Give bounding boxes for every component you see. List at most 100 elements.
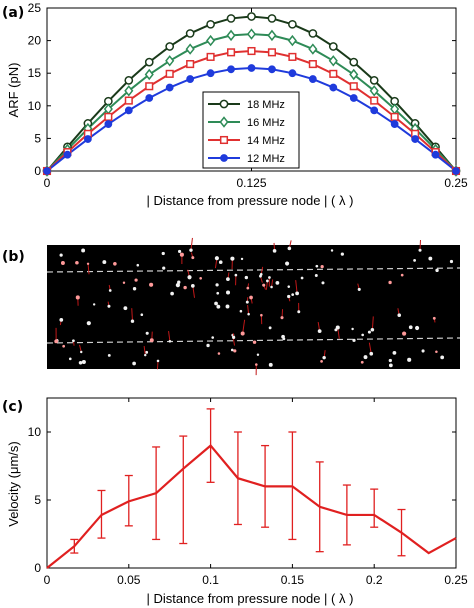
data-point-12-mhz — [63, 150, 72, 159]
particle — [280, 316, 284, 320]
data-point-14-mhz — [227, 48, 236, 57]
particle — [81, 359, 86, 365]
particle-trail — [168, 330, 171, 342]
particle — [370, 327, 375, 332]
legend-label-12-mhz: 12 MHz — [247, 153, 285, 165]
panel-c-ytick-label: 10 — [28, 425, 42, 439]
data-point-18-mhz — [144, 57, 154, 67]
particle — [78, 360, 83, 365]
data-point-18-mhz — [185, 29, 195, 38]
data-point-16-mhz — [226, 29, 236, 42]
particle — [225, 290, 231, 295]
particle — [388, 363, 393, 368]
particle — [428, 256, 433, 261]
data-point-14-mhz — [390, 112, 399, 121]
particle — [211, 336, 215, 339]
pressure-node-line-top — [46, 267, 461, 273]
particle — [214, 301, 218, 306]
particle — [247, 312, 250, 316]
particle — [187, 275, 192, 280]
particle — [190, 284, 195, 288]
data-point-16-mhz — [267, 29, 277, 42]
particle — [170, 291, 174, 296]
data-point-12-mhz — [349, 94, 358, 102]
particle — [282, 337, 286, 341]
data-point-16-mhz — [349, 68, 359, 81]
particle — [86, 321, 91, 326]
particle — [392, 350, 397, 355]
particle-trail — [131, 308, 133, 322]
particle-trail — [143, 345, 146, 356]
data-point-12-mhz — [329, 83, 338, 92]
particle — [363, 355, 368, 360]
data-point-18-mhz — [226, 14, 236, 23]
particle — [413, 258, 416, 262]
panel-a-ytick-label: 5 — [34, 131, 41, 145]
particle — [80, 350, 83, 354]
particle — [113, 261, 117, 266]
particle — [357, 287, 361, 291]
data-point-18-mhz — [369, 76, 379, 85]
data-point-18-mhz — [288, 19, 297, 29]
panel-a-ylabel: ARF (pN) — [6, 63, 21, 118]
particle — [260, 313, 263, 317]
microscopy-background — [47, 245, 460, 369]
particle-tracks — [54, 237, 454, 376]
particle-trail — [247, 305, 250, 315]
particle-trail — [192, 285, 196, 298]
particle — [144, 353, 147, 357]
data-point-18-mhz — [308, 29, 318, 38]
particle — [149, 338, 154, 343]
particle — [249, 295, 253, 300]
particle — [418, 248, 422, 252]
particle — [295, 291, 299, 296]
particle — [130, 319, 135, 323]
particle — [230, 348, 234, 352]
particle — [268, 362, 273, 367]
particle — [314, 273, 318, 277]
particle — [407, 357, 412, 362]
panel-a-chart: 0 0.125 0.25 0 5 10 15 20 25 ARF (pN) | Distance… — [6, 1, 468, 208]
particle — [75, 295, 80, 300]
particle — [191, 256, 195, 260]
legend-label-18-mhz: 18 MHz — [247, 99, 285, 111]
data-point-12-mhz — [43, 167, 51, 175]
particle — [233, 349, 237, 353]
particle — [156, 359, 160, 363]
particle — [388, 280, 392, 285]
particle — [322, 355, 326, 360]
particle — [86, 262, 90, 265]
particle — [352, 338, 356, 342]
particle — [287, 285, 291, 288]
data-point-18-mhz — [247, 12, 256, 21]
particle — [59, 253, 63, 257]
data-point-12-mhz — [206, 69, 215, 78]
particle — [240, 331, 245, 336]
particle — [189, 248, 193, 252]
particle — [145, 331, 149, 335]
legend-marker-16-mhz — [219, 116, 229, 128]
particle-trail — [368, 342, 372, 354]
data-point-16-mhz — [246, 28, 257, 40]
particle — [402, 331, 407, 336]
particle — [275, 280, 280, 285]
particle — [145, 350, 149, 354]
panel-c-xlabel: | Distance from pressure node | ( λ ) — [147, 591, 354, 606]
particle — [232, 335, 236, 339]
particle — [162, 266, 166, 270]
particle — [400, 273, 404, 277]
data-point-16-mhz — [124, 85, 134, 97]
panel-c-xtick-label: 0 — [44, 573, 51, 587]
panel-b-microscopy-image — [46, 237, 461, 376]
particle — [234, 273, 238, 277]
particle — [230, 256, 235, 261]
particle — [435, 350, 438, 353]
particle — [270, 285, 273, 289]
panel-c-xtick-label: 0.05 — [117, 573, 141, 587]
particle — [72, 339, 75, 343]
data-point-14-mhz — [104, 112, 113, 121]
data-point-12-mhz — [84, 135, 92, 143]
particle — [369, 351, 374, 356]
data-point-14-mhz — [186, 60, 195, 69]
